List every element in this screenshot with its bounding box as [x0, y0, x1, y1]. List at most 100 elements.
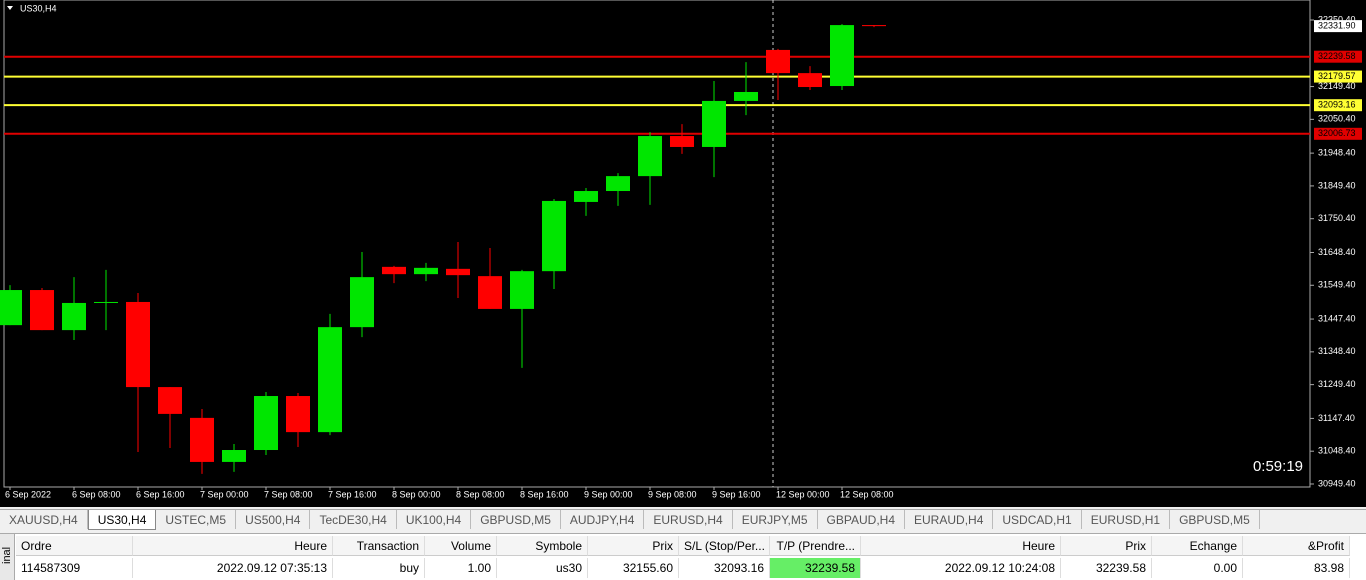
y-tick-label: 31048.40 — [1318, 446, 1356, 456]
side-label: inal — [1, 546, 13, 564]
symbol-tab[interactable]: EURAUD,H4 — [905, 510, 994, 529]
price-level-tag — [1314, 99, 1362, 112]
candle-body — [542, 200, 566, 272]
candle-body — [862, 25, 886, 27]
candle-body — [606, 176, 630, 192]
terminal: inal Ordre Heure Transaction Volume Symbole P… — [0, 533, 1366, 580]
y-tick-label: 31849.40 — [1318, 180, 1356, 190]
symbol-tab[interactable]: EURUSD,H1 — [1082, 510, 1171, 529]
symbol-tab[interactable]: XAUUSD,H4 — [0, 510, 88, 529]
y-tick-label: 31549.40 — [1318, 280, 1356, 290]
y-tick-label: 31348.40 — [1318, 346, 1356, 356]
candle-body — [382, 266, 406, 275]
price-level-tag — [1314, 50, 1362, 63]
symbol-tab[interactable]: USDCAD,H1 — [993, 510, 1082, 529]
candle-body — [798, 73, 822, 88]
column-header: Heure — [133, 536, 333, 556]
table-cell: 114587309 — [16, 558, 133, 578]
symbol-tab[interactable]: GBPAUD,H4 — [818, 510, 906, 529]
column-header: Symbole — [497, 536, 588, 556]
x-tick-label: 12 Sep 00:00 — [776, 489, 830, 499]
table-cell: 32239.58 — [770, 558, 861, 578]
x-tick-label: 8 Sep 08:00 — [456, 489, 505, 499]
x-tick-label: 9 Sep 00:00 — [584, 489, 633, 499]
x-tick-label: 9 Sep 08:00 — [648, 489, 697, 499]
column-header: Echange — [1152, 536, 1243, 556]
symbol-tab[interactable]: EURUSD,H4 — [644, 510, 733, 529]
y-tick-label: 31147.40 — [1318, 413, 1355, 423]
y-tick-label: 31948.40 — [1318, 148, 1356, 158]
table-row[interactable]: 114587309 2022.09.12 07:35:13 buy 1.00 us30 3… — [16, 558, 1350, 578]
candle-body — [574, 191, 598, 202]
symbol-tab[interactable]: US30,H4 — [87, 510, 157, 530]
table-cell: 1.00 — [425, 558, 497, 578]
table-cell: 2022.09.12 07:35:13 — [133, 558, 333, 578]
candle-body — [350, 277, 374, 328]
symbol-tab[interactable]: USTEC,M5 — [156, 510, 237, 529]
table-cell: 32239.58 — [1061, 558, 1152, 578]
symbol-tab[interactable]: GBPUSD,M5 — [1170, 510, 1260, 529]
symbol-tab[interactable]: EURJPY,M5 — [733, 510, 818, 529]
y-tick-label: 31447.40 — [1318, 313, 1356, 323]
candle-body — [30, 290, 54, 331]
x-tick-label: 8 Sep 16:00 — [520, 489, 569, 499]
price-level-tag — [1314, 70, 1362, 83]
x-tick-label: 12 Sep 08:00 — [840, 489, 894, 499]
candle-body — [190, 417, 214, 462]
y-tick-label: 32050.40 — [1318, 114, 1356, 124]
candle-body — [830, 25, 854, 87]
y-tick-label: 31249.40 — [1318, 379, 1356, 389]
price-level-label: 32179.57 — [1318, 71, 1356, 81]
symbol-tab[interactable]: UK100,H4 — [397, 510, 472, 529]
symbol-tabs: XAUUSD,H4 US30,H4 USTEC,M5 US500,H4 TecDE30,… — [0, 509, 1366, 530]
candle-body — [702, 100, 726, 147]
candle-body — [254, 396, 278, 451]
candle-body — [0, 290, 22, 326]
x-tick-label: 8 Sep 00:00 — [392, 489, 441, 499]
table-cell: 32093.16 — [679, 558, 770, 578]
column-header: T/P (Prendre... — [770, 536, 861, 556]
symbol-tab[interactable]: GBPUSD,M5 — [471, 510, 561, 529]
table-cell: us30 — [497, 558, 588, 578]
candle-body — [510, 271, 534, 309]
price-level-tag — [1314, 127, 1362, 140]
candle-body — [222, 450, 246, 462]
candle-body — [126, 301, 150, 388]
chart-background — [0, 0, 1366, 507]
x-tick-label: 9 Sep 16:00 — [712, 489, 761, 499]
symbol-tab[interactable]: AUDJPY,H4 — [561, 510, 645, 529]
y-tick-label: 32350.40 — [1318, 14, 1356, 24]
x-tick-label: 7 Sep 08:00 — [264, 489, 313, 499]
chart: US30,H4 0:59:19 32350.40 32149.40 32050.40… — [0, 0, 1366, 507]
chart-title: US30,H4 — [20, 3, 57, 13]
table-cell: buy — [333, 558, 425, 578]
candle-body — [766, 49, 790, 74]
table-cell: 32155.60 — [588, 558, 679, 578]
x-tick-label: 6 Sep 08:00 — [72, 489, 121, 499]
column-header: Volume — [425, 536, 497, 556]
x-tick-label: 6 Sep 16:00 — [136, 489, 185, 499]
price-level-label: 32093.16 — [1318, 100, 1356, 110]
candle-body — [446, 268, 470, 276]
x-tick-label: 7 Sep 00:00 — [200, 489, 249, 499]
candle-body — [734, 91, 758, 101]
column-header: Prix — [588, 536, 679, 556]
symbol-tab[interactable]: US500,H4 — [236, 510, 311, 529]
column-header: Prix — [1061, 536, 1152, 556]
column-header: Heure — [861, 536, 1061, 556]
table-cell: 2022.09.12 10:24:08 — [861, 558, 1061, 578]
column-header: Transaction — [333, 536, 425, 556]
candle-body — [670, 136, 694, 147]
x-tick-label: 7 Sep 16:00 — [328, 489, 377, 499]
current-price-label: 32331.90 — [1318, 20, 1356, 30]
candle-body — [158, 387, 182, 414]
terminal-side: inal — [0, 534, 15, 580]
y-tick-label: 31648.40 — [1318, 247, 1356, 257]
column-header: Ordre — [16, 536, 133, 556]
column-header: S/L (Stop/Per... — [679, 536, 770, 556]
chart-menu-icon — [7, 6, 13, 10]
candle-body — [478, 276, 502, 309]
x-tick-label: 6 Sep 2022 — [5, 489, 51, 499]
symbol-tab[interactable]: TecDE30,H4 — [310, 510, 397, 529]
y-tick-label: 30949.40 — [1318, 478, 1356, 488]
